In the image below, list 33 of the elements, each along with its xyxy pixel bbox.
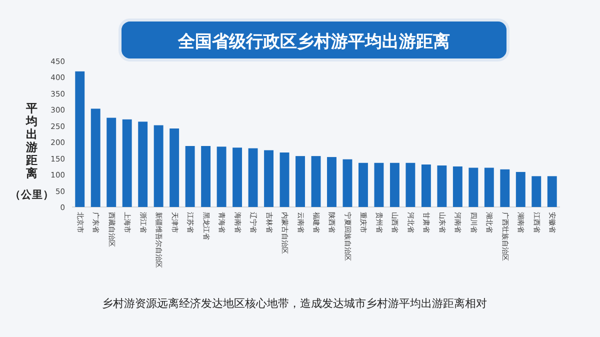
bar (516, 172, 526, 207)
bar (421, 164, 431, 207)
bar (296, 156, 305, 207)
bar (90, 108, 100, 207)
chart-title: 全国省级行政区乡村游平均出游距离 (177, 32, 450, 52)
bar (484, 168, 494, 207)
bar (358, 162, 368, 207)
bar (280, 152, 290, 207)
bar (500, 169, 510, 207)
bar (342, 159, 352, 207)
bar (106, 118, 116, 207)
bar (75, 71, 85, 207)
bar (547, 176, 557, 207)
bar (232, 148, 242, 207)
text: 乡村游资源远离经济发达地区核心地带，造成发达城市乡村游平均出游距离相对 (102, 297, 487, 310)
bar (122, 119, 132, 207)
bar (327, 157, 336, 207)
bar (185, 146, 195, 207)
bar (532, 176, 542, 207)
bar (452, 166, 462, 207)
bar (154, 125, 164, 207)
bar (311, 156, 321, 207)
bar (201, 146, 211, 207)
bar (264, 150, 274, 207)
bar (390, 162, 400, 207)
bar (170, 128, 180, 207)
bar (406, 162, 416, 207)
bar (216, 146, 226, 207)
bar (374, 162, 384, 207)
bar (437, 165, 447, 207)
bar (138, 122, 148, 207)
bar (248, 148, 258, 207)
bar (468, 168, 478, 207)
